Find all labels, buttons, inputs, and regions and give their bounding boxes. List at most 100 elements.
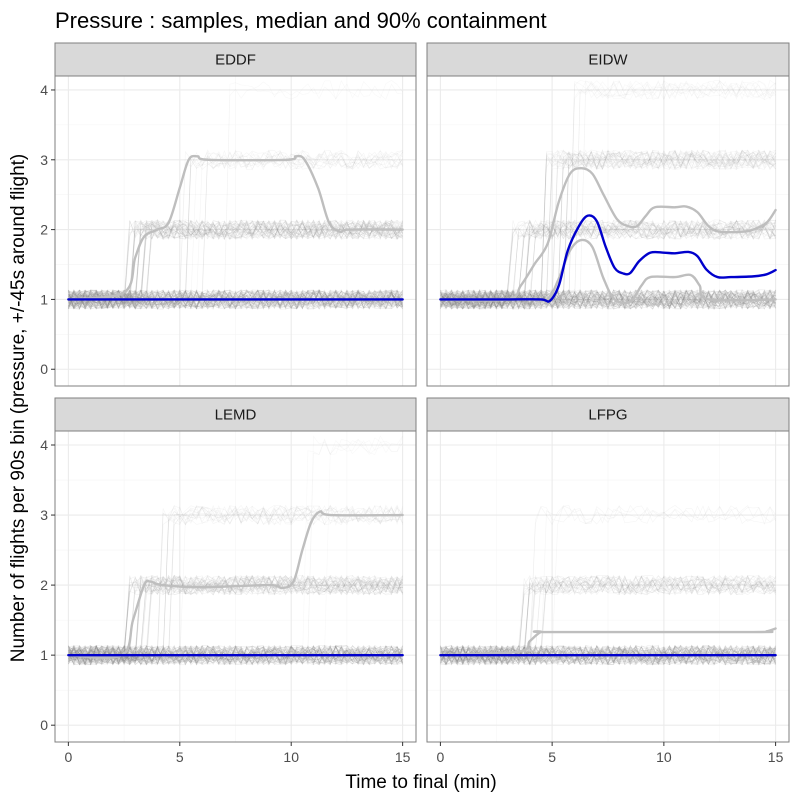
sample-line bbox=[68, 219, 403, 310]
sample-line bbox=[68, 219, 403, 309]
sample-line bbox=[68, 645, 403, 665]
sample-line bbox=[68, 289, 403, 310]
sample-line bbox=[440, 644, 776, 665]
sample-line bbox=[440, 644, 776, 666]
sample-line bbox=[440, 149, 776, 308]
panel-eidw: EIDW bbox=[426, 42, 790, 387]
sample-line bbox=[440, 220, 776, 308]
sample-line bbox=[68, 289, 403, 310]
sample-line bbox=[440, 644, 776, 665]
sample-line bbox=[440, 219, 776, 310]
sample-line bbox=[68, 290, 403, 310]
sample-line bbox=[440, 289, 776, 311]
sample-line bbox=[440, 575, 776, 666]
sample-line bbox=[68, 290, 403, 310]
sample-line bbox=[440, 644, 776, 666]
sample-line bbox=[440, 644, 776, 666]
sample-line bbox=[68, 644, 403, 666]
sample-line bbox=[68, 574, 403, 665]
sample-line bbox=[440, 574, 776, 666]
sample-line bbox=[68, 288, 403, 310]
sample-line bbox=[440, 575, 776, 666]
sample-line bbox=[68, 576, 403, 666]
sample-line bbox=[440, 149, 776, 311]
sample-line bbox=[68, 575, 403, 666]
sample-line bbox=[440, 289, 776, 310]
sample-line bbox=[68, 645, 403, 665]
sample-line bbox=[68, 289, 403, 310]
sample-line bbox=[440, 289, 776, 310]
sample-line bbox=[440, 289, 776, 310]
y-tick-label: 0 bbox=[40, 717, 48, 733]
sample-line bbox=[440, 220, 776, 310]
sample-line bbox=[440, 644, 776, 666]
containment-line-upper bbox=[67, 510, 404, 659]
sample-line bbox=[68, 645, 403, 666]
sample-line bbox=[68, 645, 403, 666]
sample-line bbox=[440, 289, 776, 310]
sample-line bbox=[68, 220, 403, 304]
sample-line bbox=[440, 219, 776, 310]
sample-line bbox=[440, 289, 776, 310]
sample-line bbox=[68, 220, 403, 309]
sample-line bbox=[440, 289, 776, 310]
sample-line bbox=[68, 289, 403, 311]
sample-line bbox=[440, 289, 776, 310]
facet-label: LFPG bbox=[588, 407, 627, 424]
sample-line bbox=[68, 505, 403, 666]
sample-line bbox=[68, 644, 403, 666]
sample-line bbox=[68, 575, 403, 666]
sample-line bbox=[68, 289, 403, 310]
sample-line bbox=[440, 644, 776, 666]
containment-line-upper bbox=[67, 154, 404, 301]
sample-line bbox=[440, 149, 776, 310]
sample-line bbox=[440, 289, 776, 310]
sample-line bbox=[440, 645, 776, 666]
sample-line bbox=[68, 289, 403, 310]
sample-line bbox=[440, 150, 776, 309]
sample-line bbox=[68, 289, 403, 310]
facet-label: EDDF bbox=[215, 52, 256, 69]
sample-line bbox=[440, 574, 776, 665]
sample-line bbox=[68, 219, 403, 309]
sample-line bbox=[440, 644, 776, 666]
sample-line bbox=[440, 219, 776, 310]
sample-line bbox=[440, 79, 776, 310]
sample-line bbox=[68, 220, 403, 310]
sample-line bbox=[440, 289, 776, 310]
facet-strip bbox=[54, 42, 417, 77]
sample-line bbox=[440, 574, 776, 665]
sample-line bbox=[68, 289, 403, 310]
y-tick-label: 3 bbox=[40, 507, 48, 523]
chart-title: Pressure : samples, median and 90% conta… bbox=[55, 8, 547, 33]
sample-line bbox=[68, 645, 403, 666]
sample-line bbox=[440, 219, 776, 310]
sample-line bbox=[68, 289, 403, 310]
sample-line bbox=[68, 435, 403, 666]
containment-line-upper bbox=[439, 166, 777, 302]
y-tick-label: 2 bbox=[40, 222, 48, 238]
sample-line bbox=[68, 219, 403, 309]
sample-line bbox=[440, 80, 776, 310]
sample-line bbox=[440, 644, 776, 666]
sample-line bbox=[440, 644, 776, 666]
sample-line bbox=[68, 644, 403, 666]
sample-line bbox=[68, 289, 403, 310]
sample-line bbox=[68, 644, 403, 666]
sample-line bbox=[68, 150, 403, 310]
sample-line bbox=[68, 644, 403, 666]
sample-line bbox=[440, 505, 776, 666]
sample-line bbox=[68, 644, 403, 665]
sample-line bbox=[68, 289, 403, 310]
sample-line bbox=[68, 645, 403, 666]
sample-line bbox=[440, 219, 776, 308]
sample-line bbox=[440, 151, 776, 310]
sample-line bbox=[68, 289, 403, 311]
sample-line bbox=[68, 645, 403, 665]
sample-line bbox=[68, 289, 403, 309]
sample-line bbox=[440, 644, 776, 665]
sample-line bbox=[68, 575, 403, 666]
sample-line bbox=[68, 289, 403, 310]
sample-line bbox=[440, 289, 776, 310]
sample-line bbox=[68, 289, 403, 310]
